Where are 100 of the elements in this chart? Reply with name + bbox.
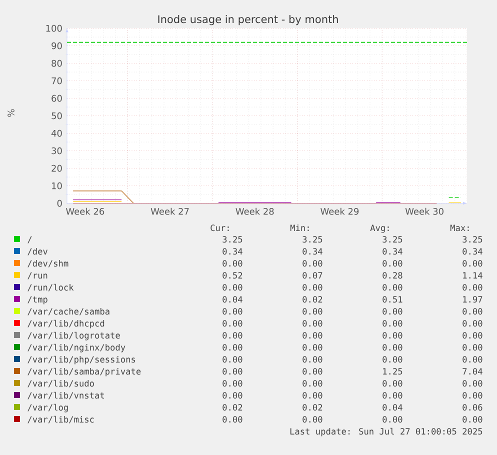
- text: 0.02: [302, 296, 322, 303]
- y-tick-label: 30: [52, 147, 62, 154]
- text: 3.25: [302, 236, 322, 243]
- text: 0.00: [462, 392, 482, 399]
- text: 0.00: [462, 308, 482, 315]
- legend-label: /var/lib/sudo: [28, 380, 94, 388]
- text: 0.00: [302, 392, 322, 399]
- legend-label: /var/lib/nginx/body: [28, 344, 126, 352]
- legend-label: /var/lib/vnstat: [28, 392, 104, 400]
- text: 0.00: [222, 380, 242, 387]
- text: 0.52: [222, 272, 242, 279]
- text: 0.00: [222, 308, 242, 315]
- legend-label: /var/lib/logrotate: [28, 332, 120, 340]
- legend-label: /var/lib/dhcpcd: [28, 320, 104, 328]
- text: 0.00: [462, 320, 482, 327]
- text: 0.00: [302, 308, 322, 315]
- text: 0.00: [222, 260, 242, 267]
- y-tick-label: 10: [52, 182, 62, 190]
- text: 0.00: [382, 332, 402, 339]
- text: 0.00: [222, 344, 242, 351]
- text: Min:: [290, 224, 309, 231]
- legend-label: /var/lib/samba/private: [28, 368, 141, 376]
- text: 0.00: [222, 356, 242, 363]
- text: Cur:: [210, 224, 229, 232]
- text: 0.00: [462, 380, 482, 387]
- text: 0.34: [222, 248, 242, 255]
- y-tick-label: 90: [52, 42, 62, 50]
- text: 1.25: [383, 368, 402, 375]
- text: 3.25: [382, 236, 402, 243]
- text: Last update: Sun Jul 27 01:00:05 2025: [290, 428, 482, 436]
- text: 0.00: [302, 380, 322, 387]
- y-tick-label: 80: [52, 60, 62, 67]
- text: 0.34: [382, 248, 402, 255]
- text: 0.00: [382, 344, 402, 351]
- text: 0.00: [382, 320, 402, 327]
- text: 0.04: [222, 296, 242, 303]
- text: 0.51: [382, 296, 402, 303]
- legend-label: /run/lock: [28, 284, 74, 292]
- text: 0.00: [222, 392, 242, 399]
- text: 0.00: [382, 308, 402, 315]
- text: 0.00: [302, 368, 322, 375]
- text: 0.00: [462, 332, 482, 339]
- y-tick-label: 50: [52, 112, 62, 120]
- x-tick-label: Week 27: [150, 208, 189, 215]
- text: 0.00: [382, 416, 402, 423]
- text: 0.00: [382, 380, 402, 387]
- y-tick-label: 60: [52, 94, 62, 102]
- text: 0.00: [222, 320, 242, 327]
- text: 0.00: [462, 356, 482, 363]
- text: 1.97: [463, 296, 482, 303]
- y-tick-label: 100: [46, 24, 62, 32]
- text: 0.00: [302, 284, 322, 291]
- legend-label: /var/cache/samba: [28, 308, 110, 316]
- text: 7.04: [462, 368, 482, 375]
- x-tick-label: Week 30: [405, 208, 444, 215]
- text: 0.00: [302, 320, 322, 327]
- text: Avg:: [370, 224, 389, 233]
- text: 0.00: [382, 392, 402, 399]
- text: 0.34: [462, 248, 482, 255]
- text: 0.00: [302, 356, 322, 363]
- text: 3.25: [462, 236, 482, 243]
- y-tick-label: 20: [52, 164, 62, 172]
- text: 0.00: [302, 344, 322, 351]
- legend-label: /var/lib/misc: [28, 416, 94, 424]
- text: 0.00: [222, 368, 242, 375]
- text: 0.00: [222, 416, 242, 423]
- x-tick-label: Week 26: [66, 208, 104, 215]
- text: 0.00: [462, 284, 482, 291]
- text: 0.07: [302, 272, 322, 279]
- y-axis-title: %: [8, 109, 14, 117]
- legend-label: /dev/shm: [28, 260, 68, 268]
- text: 0.00: [382, 260, 402, 267]
- legend-label: /dev: [28, 248, 48, 256]
- y-tick-label: 0: [57, 200, 62, 207]
- text: 0.00: [222, 284, 242, 291]
- legend-label: /var/log: [28, 404, 68, 412]
- text: 0.00: [462, 260, 482, 267]
- legend-label: /run: [28, 272, 48, 280]
- text: 0.34: [302, 248, 322, 255]
- legend-label: /: [28, 236, 32, 244]
- text: 0.00: [302, 332, 322, 339]
- y-tick-label: 40: [51, 130, 62, 137]
- text: 0.28: [382, 272, 402, 279]
- legend-label: /tmp: [28, 296, 48, 304]
- text: 1.14: [463, 272, 482, 278]
- y-tick-label: 70: [52, 77, 62, 84]
- text: 0.00: [222, 332, 242, 339]
- text: 0.00: [462, 416, 482, 423]
- text: 0.00: [302, 260, 322, 267]
- legend-label: /var/lib/php/sessions: [28, 356, 136, 364]
- text: 3.25: [222, 236, 242, 243]
- text: Max:: [450, 224, 469, 232]
- text: 0.00: [302, 416, 322, 423]
- text: 0.02: [302, 404, 322, 411]
- text: 0.00: [382, 284, 402, 291]
- text: 0.02: [222, 404, 242, 411]
- x-tick-label: Week 28: [236, 208, 274, 215]
- text: 0.00: [462, 344, 482, 351]
- text: 0.06: [462, 404, 482, 411]
- x-tick-label: Week 29: [320, 208, 359, 215]
